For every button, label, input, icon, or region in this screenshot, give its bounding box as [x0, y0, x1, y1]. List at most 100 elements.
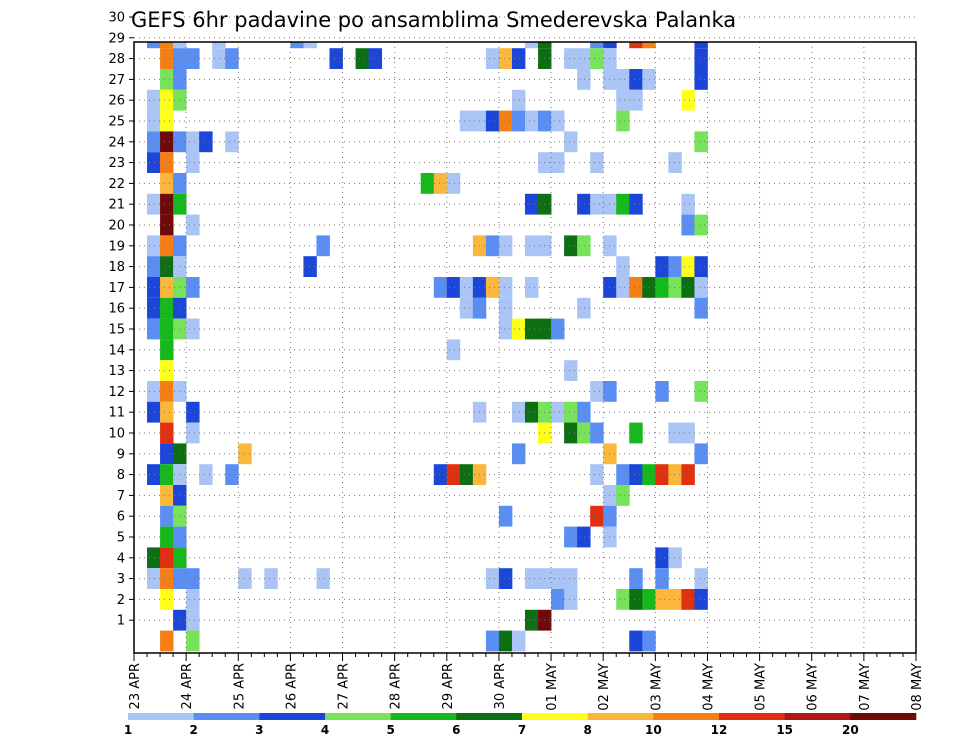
- heatmap-cell: [694, 381, 708, 402]
- heatmap-cell: [160, 42, 174, 49]
- heatmap-cell: [498, 505, 513, 527]
- heatmap-cell: [446, 277, 461, 298]
- heatmap-cell: [147, 547, 161, 569]
- x-tick-label: 06 MAY: [806, 663, 821, 711]
- heatmap-cell: [160, 547, 174, 569]
- heatmap-cell: [225, 464, 239, 485]
- heatmap-cell: [459, 464, 474, 485]
- colorbar-swatch: [325, 713, 391, 720]
- heatmap-cell: [590, 152, 604, 173]
- heatmap-cell: [303, 256, 317, 277]
- heatmap-cell: [525, 401, 539, 423]
- heatmap-cell: [459, 277, 474, 298]
- heatmap-cell: [511, 48, 526, 69]
- heatmap-cell: [186, 401, 200, 423]
- heatmap-cell: [160, 235, 174, 257]
- heatmap-cell: [147, 110, 161, 132]
- colorbar-label: 20: [842, 723, 859, 737]
- x-tick-label: 27 APR: [337, 663, 352, 709]
- y-tick-label: 15: [108, 323, 125, 338]
- y-tick-label: 3: [117, 572, 125, 587]
- heatmap-cell: [577, 526, 591, 548]
- heatmap-cell: [160, 152, 174, 173]
- heatmap-cell: [147, 131, 161, 153]
- heatmap-cell: [525, 568, 539, 589]
- colorbar-swatch: [522, 713, 588, 720]
- heatmap-cell: [433, 173, 448, 194]
- heatmap-cell: [160, 193, 174, 215]
- heatmap-cell: [186, 589, 200, 610]
- heatmap-cell: [498, 48, 513, 69]
- heatmap-cell: [186, 277, 200, 298]
- heatmap-cell: [564, 422, 578, 444]
- heatmap-cell: [694, 443, 708, 465]
- y-axis: 1234567891011121314151617181920212223242…: [108, 11, 134, 629]
- heatmap-cell: [629, 464, 643, 485]
- colorbar-swatch: [784, 713, 851, 720]
- heatmap-cell: [498, 318, 513, 340]
- heatmap-cell: [525, 609, 539, 631]
- y-tick-label: 4: [117, 551, 125, 566]
- heatmap-cell: [186, 131, 200, 153]
- heatmap-cell: [498, 277, 513, 298]
- heatmap-cell: [564, 360, 578, 381]
- heatmap-cell: [694, 48, 708, 69]
- heatmap-cell: [629, 69, 643, 90]
- heatmap-cell: [186, 214, 200, 236]
- heatmap-cell: [694, 69, 708, 90]
- x-tick-label: 28 APR: [389, 663, 404, 709]
- heatmap-cell: [160, 360, 174, 381]
- colorbar-label: 10: [645, 723, 662, 737]
- x-tick-label: 04 MAY: [701, 663, 716, 711]
- heatmap-cell: [485, 48, 500, 69]
- heatmap-cell: [655, 589, 669, 610]
- colorbar: 1 2 3 4 5 6 7 8 10 12 15 20: [124, 713, 917, 737]
- heatmap-cell: [590, 42, 604, 49]
- x-tick-label: 23 APR: [128, 663, 143, 709]
- heatmap-cell: [655, 568, 669, 589]
- heatmap-cell: [160, 318, 174, 340]
- x-tick-label: 01 MAY: [545, 663, 560, 711]
- heatmap-cell: [681, 277, 695, 298]
- y-tick-label: 19: [108, 239, 125, 254]
- x-tick-label: 03 MAY: [649, 663, 664, 711]
- heatmap-cell: [485, 630, 500, 652]
- heatmap-cell: [681, 422, 695, 444]
- heatmap-cell: [160, 131, 174, 153]
- y-tick-label: 25: [108, 115, 125, 130]
- heatmap-cell: [590, 48, 604, 69]
- heatmap-cell: [433, 277, 448, 298]
- heatmap-cell: [160, 443, 174, 465]
- y-tick-label: 11: [108, 406, 125, 421]
- x-tick-label: 24 APR: [180, 663, 195, 709]
- colorbar-label: 6: [452, 723, 460, 737]
- heatmap-cell: [459, 110, 474, 132]
- heatmap-cell: [616, 256, 630, 277]
- heatmap-cell: [681, 256, 695, 277]
- y-tick-label: 2: [117, 593, 125, 608]
- y-tick-label: 13: [108, 364, 125, 379]
- y-tick-label: 28: [108, 52, 125, 67]
- heatmap-cell: [668, 277, 682, 298]
- y-tick-label: 24: [108, 135, 125, 150]
- heatmap-cell: [498, 235, 513, 257]
- heatmap-cell: [616, 485, 630, 506]
- heatmap-cell: [629, 589, 643, 610]
- x-tick-label: 26 APR: [284, 663, 299, 709]
- heatmap-cell: [668, 422, 682, 444]
- heatmap-cell: [199, 464, 213, 485]
- heatmap-cell: [681, 464, 695, 485]
- y-tick-label: 10: [108, 427, 125, 442]
- heatmap-cell: [498, 568, 513, 589]
- heatmap-cell: [564, 526, 578, 548]
- heatmap-cell: [616, 589, 630, 610]
- heatmap-cell: [225, 131, 239, 153]
- y-tick-label: 26: [108, 94, 125, 109]
- x-tick-label: 07 MAY: [858, 663, 873, 711]
- heatmap-cell: [459, 297, 474, 319]
- heatmap-cell: [147, 568, 161, 589]
- heatmap-cell: [212, 48, 226, 69]
- heatmap-cell: [160, 277, 174, 298]
- heatmap-cell: [329, 48, 343, 69]
- heatmap-cell: [694, 277, 708, 298]
